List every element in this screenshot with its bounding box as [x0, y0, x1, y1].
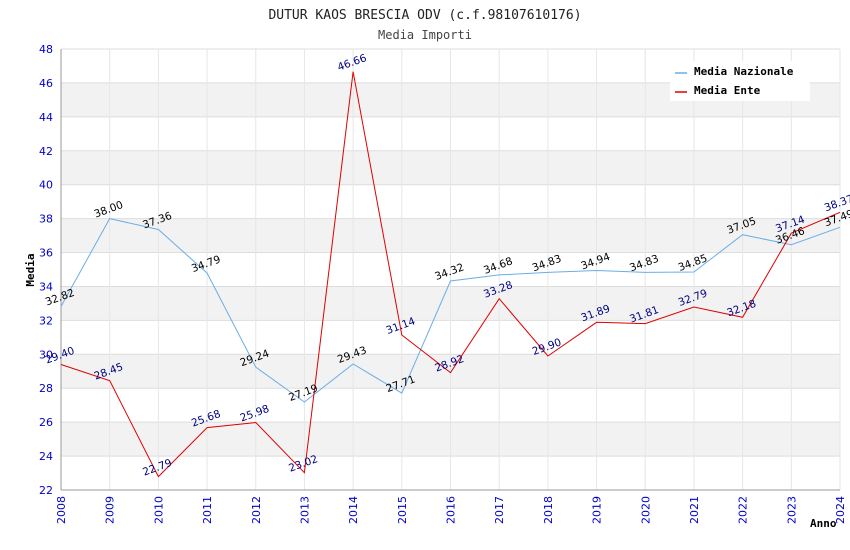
x-tick-label: 2008: [55, 496, 68, 524]
series-line-media-nazionale: [60, 218, 841, 403]
data-label-media-ente: 25.98: [239, 403, 271, 425]
x-tick-label: 2010: [152, 496, 165, 524]
y-tick-label: 48: [39, 43, 53, 56]
x-tick-label: 2021: [688, 496, 701, 524]
x-tick-label: 2015: [396, 496, 409, 524]
legend-box: [670, 61, 810, 101]
y-tick-label: 38: [39, 213, 53, 226]
x-axis-label: Anno: [810, 517, 837, 530]
y-tick-label: 40: [39, 179, 53, 192]
x-tick-label: 2011: [201, 496, 214, 524]
x-tick-label: 2019: [591, 496, 604, 524]
data-label-media-nazionale: 34.83: [531, 253, 563, 275]
y-tick-label: 32: [39, 314, 53, 327]
x-tick-label: 2022: [737, 496, 750, 524]
legend-label-media-ente: Media Ente: [694, 84, 761, 97]
y-tick-label: 36: [39, 247, 53, 260]
x-tick-label: 2014: [347, 496, 360, 524]
x-tick-label: 2017: [493, 496, 506, 524]
data-label-media-nazionale: 34.68: [482, 255, 514, 277]
data-label-media-ente: 46.66: [336, 52, 369, 74]
y-tick-label: 26: [39, 416, 53, 429]
x-tick-label: 2016: [445, 496, 458, 524]
data-label-media-nazionale: 34.85: [677, 252, 709, 274]
y-tick-label: 28: [39, 382, 53, 395]
y-tick-label: 42: [39, 145, 53, 158]
chart-subtitle: Media Importi: [378, 28, 472, 42]
x-tick-label: 2012: [250, 496, 263, 524]
grid-lines: [60, 48, 841, 491]
y-tick-label: 22: [39, 484, 53, 497]
x-ticks: 2008 2009 2010 2011 2012 2013 2014 2015 2016 2017…: [55, 496, 847, 524]
x-tick-label: 2024: [834, 496, 847, 524]
series-line-media-ente: [60, 71, 841, 478]
x-tick-label: 2018: [542, 496, 555, 524]
y-tick-label: 44: [39, 111, 53, 124]
data-label-media-nazionale: 34.83: [628, 253, 660, 275]
series-group: [60, 71, 841, 478]
data-label-media-nazionale: 34.94: [579, 251, 612, 273]
y-tick-label: 46: [39, 77, 53, 90]
x-tick-label: 2013: [298, 496, 311, 524]
y-tick-label: 24: [39, 450, 53, 463]
y-ticks: 22 24 26 28 30 32 34 36 38 40 42 44 46 48: [39, 43, 53, 497]
legend: Media Nazionale Media Ente: [670, 61, 810, 101]
y-axis-label: Media: [24, 253, 37, 286]
y-tick-label: 34: [39, 280, 53, 293]
y-tick-label: 30: [39, 348, 53, 361]
axes: [60, 49, 840, 491]
legend-label-media-nazionale: Media Nazionale: [694, 65, 794, 78]
data-label-media-nazionale: 38.00: [92, 199, 124, 221]
x-tick-label: 2020: [639, 496, 652, 524]
x-tick-label: 2009: [104, 496, 117, 524]
chart-title: DUTUR KAOS BRESCIA ODV (c.f.98107610176): [268, 8, 581, 23]
x-tick-label: 2023: [785, 496, 798, 524]
